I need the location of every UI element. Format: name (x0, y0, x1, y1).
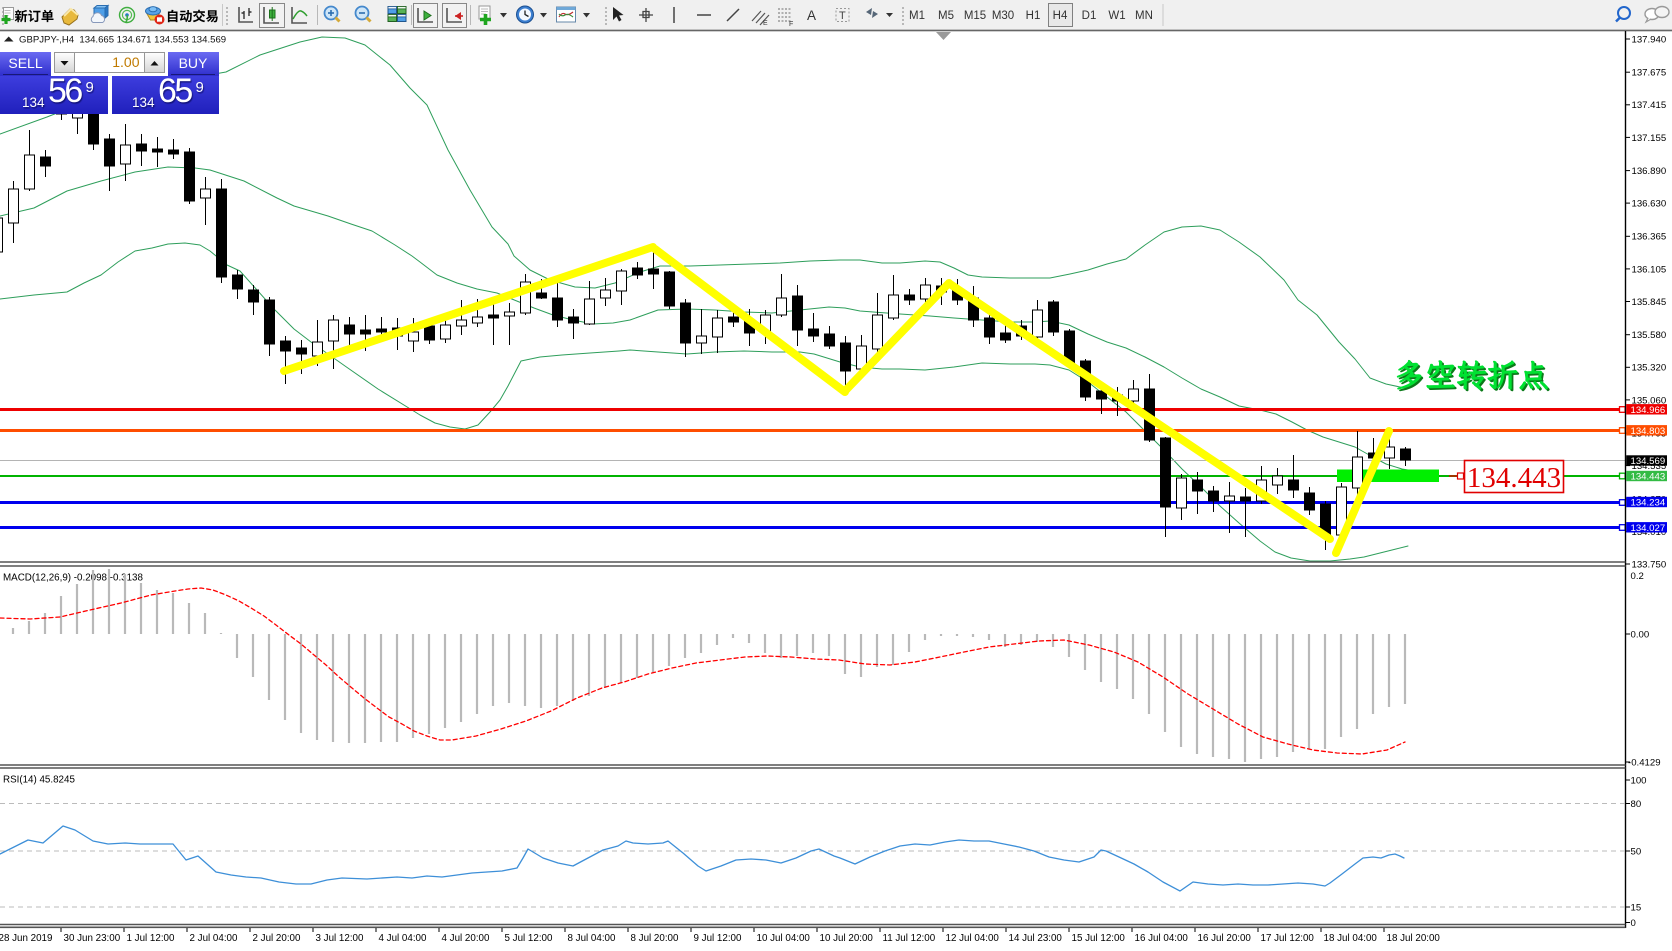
svg-text:0.2: 0.2 (1631, 571, 1644, 582)
svg-text:2 Jul 04:00: 2 Jul 04:00 (190, 933, 238, 944)
svg-text:RSI(14) 45.8245: RSI(14) 45.8245 (3, 775, 75, 786)
svg-text:15 Jul 12:00: 15 Jul 12:00 (1072, 933, 1126, 944)
svg-text:-0.4129: -0.4129 (1628, 758, 1661, 769)
svg-text:8 Jul 20:00: 8 Jul 20:00 (631, 933, 679, 944)
svg-text:18 Jul 04:00: 18 Jul 04:00 (1324, 933, 1378, 944)
svg-text:H1: H1 (1026, 10, 1041, 22)
svg-text:10 Jul 20:00: 10 Jul 20:00 (820, 933, 874, 944)
svg-text:30 Jun 23:00: 30 Jun 23:00 (64, 933, 121, 944)
svg-text:134.443: 134.443 (1631, 472, 1666, 483)
svg-text:M15: M15 (964, 10, 986, 22)
svg-text:5 Jul 12:00: 5 Jul 12:00 (505, 933, 553, 944)
svg-text:9 Jul 12:00: 9 Jul 12:00 (694, 933, 742, 944)
svg-text:E: E (763, 20, 768, 27)
svg-text:0.00: 0.00 (1631, 629, 1650, 640)
svg-text:M5: M5 (938, 10, 954, 22)
svg-text:137.675: 137.675 (1632, 68, 1667, 79)
svg-text:M1: M1 (909, 10, 925, 22)
svg-text:3 Jul 12:00: 3 Jul 12:00 (316, 933, 364, 944)
svg-text:A: A (807, 8, 816, 23)
svg-text:28 Jun 2019: 28 Jun 2019 (0, 933, 52, 944)
svg-text:F: F (789, 21, 793, 28)
svg-text:2 Jul 20:00: 2 Jul 20:00 (253, 933, 301, 944)
svg-text:134.234: 134.234 (1631, 498, 1666, 509)
svg-text:8 Jul 04:00: 8 Jul 04:00 (568, 933, 616, 944)
svg-text:4 Jul 04:00: 4 Jul 04:00 (379, 933, 427, 944)
svg-text:4 Jul 20:00: 4 Jul 20:00 (442, 933, 490, 944)
svg-text:T: T (839, 10, 846, 22)
svg-text:16 Jul 20:00: 16 Jul 20:00 (1198, 933, 1252, 944)
svg-text:136.630: 136.630 (1632, 199, 1667, 210)
svg-text:W1: W1 (1108, 10, 1125, 22)
svg-text:137.155: 137.155 (1632, 133, 1667, 144)
svg-text:16 Jul 04:00: 16 Jul 04:00 (1135, 933, 1189, 944)
svg-text:GBPJPY-,H4 134.665 134.671 13: GBPJPY-,H4 134.665 134.671 134.553 134.5… (19, 35, 226, 46)
svg-text:135.320: 135.320 (1632, 363, 1667, 374)
svg-text:134.535: 134.535 (1632, 461, 1667, 472)
svg-text:15: 15 (1631, 903, 1642, 914)
svg-text:137.415: 137.415 (1632, 100, 1667, 111)
svg-text:134.443: 134.443 (1467, 462, 1561, 494)
svg-text:1 Jul 12:00: 1 Jul 12:00 (127, 933, 175, 944)
svg-text:136.105: 136.105 (1632, 264, 1667, 275)
svg-text:M30: M30 (992, 10, 1014, 22)
svg-text:0: 0 (1631, 918, 1636, 929)
svg-text:136.365: 136.365 (1632, 232, 1667, 243)
svg-text:134.966: 134.966 (1631, 405, 1666, 416)
svg-text:MACD(12,26,9) -0.2098 -0.3138: MACD(12,26,9) -0.2098 -0.3138 (3, 573, 144, 584)
svg-text:50: 50 (1631, 847, 1642, 858)
svg-text:135.845: 135.845 (1632, 297, 1667, 308)
svg-text:136.890: 136.890 (1632, 166, 1667, 177)
svg-text:D1: D1 (1082, 10, 1097, 22)
svg-text:80: 80 (1631, 799, 1642, 810)
svg-text:12 Jul 04:00: 12 Jul 04:00 (946, 933, 1000, 944)
svg-text:H4: H4 (1053, 10, 1068, 22)
svg-text:10 Jul 04:00: 10 Jul 04:00 (757, 933, 811, 944)
svg-text:135.580: 135.580 (1632, 330, 1667, 341)
svg-text:18 Jul 20:00: 18 Jul 20:00 (1387, 933, 1441, 944)
svg-text:134.569: 134.569 (1631, 456, 1666, 467)
svg-text:134.027: 134.027 (1631, 523, 1666, 534)
svg-text:14 Jul 23:00: 14 Jul 23:00 (1009, 933, 1063, 944)
svg-text:MN: MN (1135, 10, 1153, 22)
svg-text:17 Jul 12:00: 17 Jul 12:00 (1261, 933, 1315, 944)
svg-text:133.750: 133.750 (1632, 559, 1667, 570)
svg-text:137.940: 137.940 (1632, 34, 1667, 45)
svg-text:134.803: 134.803 (1631, 426, 1666, 437)
svg-text:11 Jul 12:00: 11 Jul 12:00 (883, 933, 936, 944)
svg-text:100: 100 (1631, 776, 1647, 787)
svg-text:135.060: 135.060 (1632, 395, 1667, 406)
